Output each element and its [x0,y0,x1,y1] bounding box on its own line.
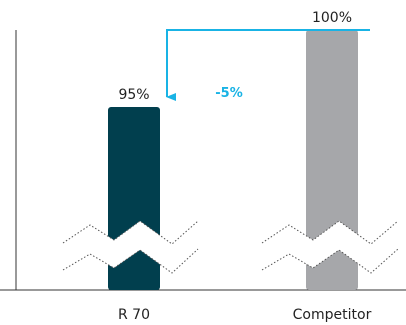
value-label-competitor: 100% [312,10,352,26]
value-label-r70: 95% [118,87,149,103]
bar-competitor [306,30,358,290]
axis-break [62,220,399,274]
difference-arrow [166,29,370,101]
axis-break-r70 [63,221,198,273]
category-label-r70: R 70 [118,307,150,323]
axis-break-competitor [262,221,398,273]
difference-label: -5% [215,86,242,101]
category-label-competitor: Competitor [293,307,372,323]
axis-break-line-r70-bottom [62,248,199,274]
axis-break-line-competitor-bottom [261,248,399,274]
